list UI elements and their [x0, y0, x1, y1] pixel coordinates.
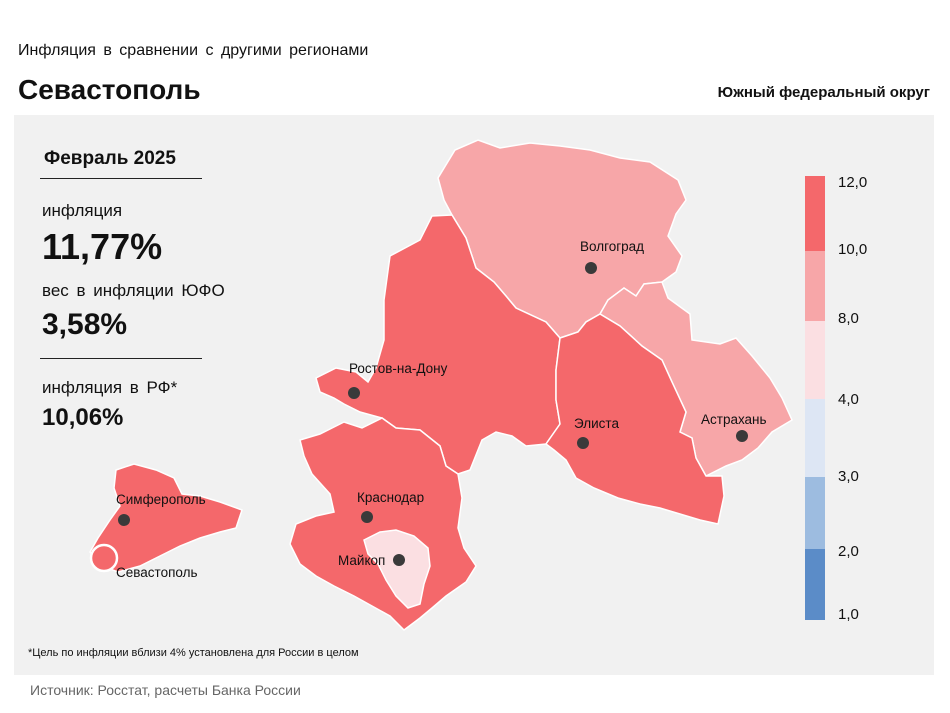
- footnote: *Цель по инфляции вблизи 4% установлена …: [28, 647, 359, 659]
- rf-inflation-label: инфляция в РФ*: [42, 378, 178, 397]
- source-note: Источник: Росстат, расчеты Банка России: [30, 682, 301, 698]
- label-maykop: Майкоп: [338, 553, 385, 568]
- weight-value: 3,58%: [42, 308, 128, 341]
- label-elista: Элиста: [574, 416, 619, 431]
- label-sevastopol: Севастополь: [116, 565, 198, 580]
- divider-top: [40, 178, 202, 179]
- label-simferopol: Симферополь: [116, 492, 206, 507]
- legend-swatch-4-8: [805, 321, 825, 399]
- legend-tick: 10,0: [838, 241, 868, 258]
- legend-tick: 1,0: [838, 606, 859, 623]
- rf-inflation-value: 10,06%: [42, 404, 124, 431]
- label-volgograd: Волгоград: [580, 239, 644, 254]
- label-rostov: Ростов-на-Дону: [349, 361, 448, 376]
- region-rostov: [315, 214, 561, 475]
- weight-label: вес в инфляции ЮФО: [42, 281, 225, 300]
- page-subtitle: Инфляция в сравнении с другими регионами: [18, 42, 369, 59]
- divider-bottom: [40, 358, 202, 359]
- marker-volgograd: [585, 262, 597, 274]
- marker-rostov: [348, 387, 360, 399]
- legend-tick: 2,0: [838, 543, 859, 560]
- label-krasnodar: Краснодар: [357, 490, 424, 505]
- label-astrakhan: Астрахань: [701, 412, 767, 427]
- inflation-value: 11,77%: [42, 226, 163, 267]
- marker-krasnodar: [361, 511, 373, 523]
- legend-swatch-10-12: [805, 176, 825, 251]
- inflation-label: инфляция: [42, 201, 123, 220]
- region-crimea: [89, 463, 243, 573]
- marker-maykop: [393, 554, 405, 566]
- period-label: Февраль 2025: [44, 148, 176, 169]
- legend-swatch-1-2: [805, 549, 825, 620]
- region-kalmykia: [544, 313, 725, 525]
- region-adygea: [363, 529, 431, 609]
- marker-sevastopol-highlight: [89, 543, 119, 573]
- region-krasnodar: [289, 417, 477, 631]
- district-label: Южный федеральный округ: [717, 84, 930, 101]
- legend-tick: 4,0: [838, 391, 859, 408]
- legend-tick: 3,0: [838, 468, 859, 485]
- marker-elista: [577, 437, 589, 449]
- marker-simferopol: [118, 514, 130, 526]
- legend-swatch-2-3: [805, 477, 825, 549]
- legend-swatch-3-4: [805, 399, 825, 477]
- legend-tick: 12,0: [838, 174, 868, 191]
- legend-tick: 8,0: [838, 310, 859, 327]
- page-title: Севастополь: [18, 74, 201, 105]
- legend-swatch-8-10: [805, 251, 825, 321]
- marker-astrakhan: [736, 430, 748, 442]
